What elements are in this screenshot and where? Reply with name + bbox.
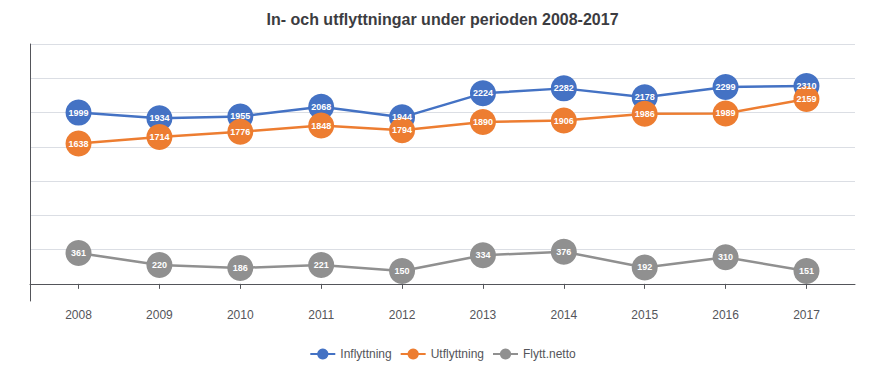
svg-text:1794: 1794: [392, 125, 412, 135]
svg-text:150: 150: [395, 266, 410, 276]
svg-text:1848: 1848: [311, 121, 331, 131]
svg-text:2010: 2010: [227, 308, 254, 322]
svg-text:1986: 1986: [635, 109, 655, 119]
svg-text:Inflyttning: Inflyttning: [340, 347, 391, 361]
svg-text:2015: 2015: [631, 308, 658, 322]
svg-text:1906: 1906: [554, 116, 574, 126]
svg-text:2017: 2017: [793, 308, 820, 322]
svg-text:In- och utflyttningar under pe: In- och utflyttningar under perioden 200…: [266, 11, 618, 28]
svg-text:186: 186: [233, 263, 248, 273]
svg-text:1776: 1776: [230, 127, 250, 137]
svg-text:2012: 2012: [389, 308, 416, 322]
svg-text:Flytt.netto: Flytt.netto: [523, 347, 576, 361]
svg-text:220: 220: [152, 260, 167, 270]
svg-text:376: 376: [556, 247, 571, 257]
svg-text:2178: 2178: [635, 92, 655, 102]
svg-text:2282: 2282: [554, 83, 574, 93]
svg-text:2009: 2009: [146, 308, 173, 322]
svg-text:2008: 2008: [65, 308, 92, 322]
svg-text:151: 151: [799, 266, 814, 276]
svg-text:2013: 2013: [470, 308, 497, 322]
svg-text:2011: 2011: [308, 308, 334, 322]
svg-text:334: 334: [475, 250, 490, 260]
svg-text:310: 310: [718, 252, 733, 262]
svg-text:2310: 2310: [796, 81, 816, 91]
svg-text:1999: 1999: [69, 108, 89, 118]
svg-text:1955: 1955: [230, 111, 250, 121]
svg-text:192: 192: [637, 262, 652, 272]
svg-text:2159: 2159: [796, 94, 816, 104]
svg-text:1934: 1934: [149, 113, 169, 123]
svg-text:Utflyttning: Utflyttning: [431, 347, 484, 361]
svg-text:2016: 2016: [712, 308, 739, 322]
svg-text:2068: 2068: [311, 102, 331, 112]
svg-text:1714: 1714: [149, 132, 169, 142]
svg-text:1989: 1989: [716, 108, 736, 118]
svg-text:2224: 2224: [473, 88, 493, 98]
svg-text:1638: 1638: [69, 139, 89, 149]
svg-text:1944: 1944: [392, 112, 412, 122]
svg-text:2299: 2299: [716, 82, 736, 92]
svg-text:361: 361: [71, 248, 86, 258]
svg-text:221: 221: [314, 260, 329, 270]
svg-text:2014: 2014: [550, 308, 577, 322]
svg-text:1890: 1890: [473, 117, 493, 127]
